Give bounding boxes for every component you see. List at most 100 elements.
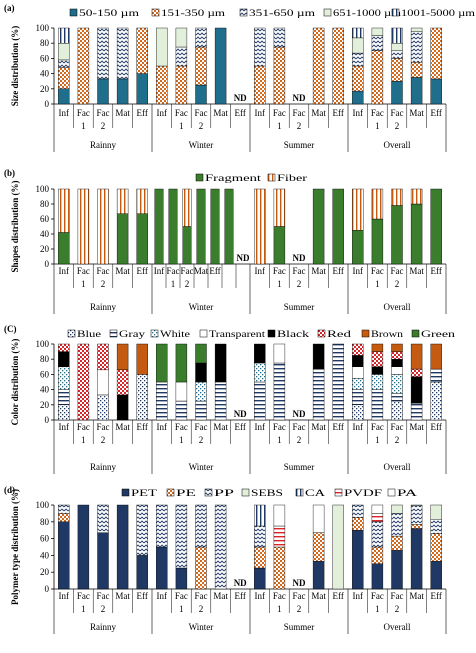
legend-swatch [199,329,208,338]
x-tick-label: Fac [175,422,188,432]
x-tick-label: 2 [297,279,302,289]
bar-segment [136,504,148,556]
bar-segment [430,381,442,421]
x-tick-label: 1 [277,435,282,445]
bar-segment [136,213,148,265]
group-label: Rainny [90,140,116,150]
bar-segment [391,188,403,206]
bar-segment [410,188,423,205]
bar-segment [195,400,207,421]
bar-segment [254,567,266,590]
x-tick-label: 2 [199,121,204,131]
legend-swatch [195,173,204,182]
x-tick-label: Fac [293,422,306,432]
x-tick-label: 2 [185,279,190,289]
group-label: Winter [189,302,214,312]
bar-segment [391,27,403,44]
x-tick-label: Eff [235,591,246,601]
legend-swatch [166,488,175,497]
x-tick-label: Eff [235,422,246,432]
bar-segment [371,50,384,105]
bar-segment [391,504,403,514]
legend-swatch [361,329,370,338]
bar-segment [136,73,148,105]
bar-segment [58,188,70,233]
x-tick-label: Inf [353,108,364,118]
x-tick-label: Fac [175,591,188,601]
nd-label: ND [293,93,306,103]
x-tick-label: Fac [77,266,90,276]
bar-segment [156,504,168,548]
group-label: Winter [189,140,214,150]
nd-label: ND [237,253,250,263]
x-tick-label: Fac [97,108,110,118]
bar-segment [156,381,168,421]
legend-label: 351-650 µm [249,8,315,18]
bar-segment [391,393,403,402]
legend-label: Blue [77,329,101,339]
legend-swatch [241,488,250,497]
bar-segment [77,188,90,265]
bar-segment [371,521,384,548]
x-tick-label: Mat [409,108,424,118]
bar-segment [332,504,344,590]
x-tick-label: Inf [255,266,266,276]
nd-label: ND [293,253,306,263]
bar-segment [136,188,148,214]
bar-segment [254,362,266,383]
bar-segment [136,374,148,421]
legend-label: PET [131,488,158,498]
x-tick-label: Eff [431,108,442,118]
x-tick-label: 1 [81,604,86,614]
bar-segment [410,31,423,63]
y-tick-label: 40 [40,385,50,395]
bar-segment [195,381,207,402]
y-tick-label: 20 [40,400,50,410]
bar-segment [391,535,403,551]
x-tick-label: Fac [97,591,110,601]
bar-segment [224,188,234,265]
panel-label: (b) [4,168,15,178]
x-tick-label: Mat [311,266,326,276]
bar-segment [371,351,384,368]
y-tick-label: 20 [40,567,50,577]
bar-segment [352,389,364,406]
bar-segment [156,65,168,105]
legend-label: Fiber [277,173,307,183]
x-tick-label: 2 [199,604,204,614]
x-tick-label: Eff [431,266,442,276]
y-axis-label: Polymer type distribution (%) [10,489,20,605]
x-tick-label: Fac [273,108,286,118]
bar-segment [58,504,70,514]
panel-label: (a) [4,3,15,13]
x-tick-label: Mat [213,108,228,118]
bar-segment [391,43,403,52]
group-label: Summer [284,140,315,150]
x-tick-label: Inf [255,591,266,601]
x-tick-label: Eff [137,422,148,432]
x-tick-label: Inf [255,108,266,118]
panel-d: (d) PET PE PP SEBS CA PVDF PA Polymer type distr… [4,485,447,634]
x-tick-label: 1 [81,121,86,131]
x-tick-label: Fac [391,108,404,118]
bar-segment [352,52,364,67]
panel-c: (C) Blue Gray White Transparent Black Red Brown… [4,324,456,474]
bar-segment [371,513,384,523]
bar-segment [312,188,325,265]
bar-segment [371,35,384,51]
bar-segment [410,504,423,507]
legend-label: 151-350 µm [161,8,225,18]
bar-segment [195,343,207,364]
x-tick-label: Inf [154,266,165,276]
bar-segment [116,394,129,421]
y-axis-label: Size distribution (%) [10,26,20,107]
y-tick-label: 80 [40,199,50,209]
legend-swatch [239,8,248,17]
bar-segment [371,188,384,220]
bar-segment [116,27,129,80]
bar-segment [332,343,344,421]
x-tick-label: Mat [409,422,424,432]
bar-segment [273,27,286,48]
y-tick-label: 0 [45,584,50,594]
